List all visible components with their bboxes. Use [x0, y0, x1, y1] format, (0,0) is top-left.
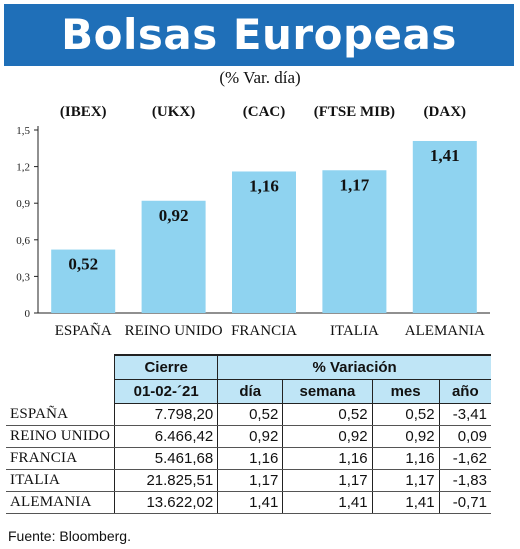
- header-mes: mes: [371, 379, 440, 404]
- row-dia: 0,52: [217, 403, 283, 426]
- table-row: FRANCIA 5.461,68 1,16 1,16 1,16 -1,62: [6, 447, 491, 470]
- row-mes: 0,52: [371, 403, 440, 426]
- bar: [412, 140, 477, 313]
- data-label: 1,41: [430, 146, 460, 165]
- data-label: 0,52: [68, 255, 98, 274]
- header-cierre: Cierre: [114, 354, 218, 380]
- header-blank-2: [6, 379, 115, 404]
- header-date: 01-02-´21: [114, 379, 218, 404]
- row-ano: 0,09: [438, 425, 491, 448]
- header-dia: día: [217, 379, 283, 404]
- row-semana: 0,52: [282, 403, 373, 426]
- header-semana: semana: [282, 379, 373, 404]
- index-label: (UKX): [152, 104, 195, 120]
- table-row: ALEMANIA 13.622,02 1,41 1,41 1,41 -0,71: [6, 491, 491, 514]
- y-tick-label: 0: [25, 308, 31, 320]
- data-label: 0,92: [159, 206, 189, 225]
- bar: [51, 249, 116, 313]
- bar: [322, 170, 387, 313]
- bar: [232, 171, 296, 313]
- row-cierre: 13.622,02: [114, 491, 218, 514]
- row-mes: 0,92: [371, 425, 440, 448]
- bar: [141, 200, 206, 313]
- y-tick-label: 0,6: [16, 235, 30, 247]
- source-note: Fuente: Bloomberg.: [8, 528, 131, 544]
- row-name: ITALIA: [6, 469, 115, 492]
- row-semana: 1,16: [282, 447, 373, 470]
- row-ano: -0,71: [438, 491, 491, 514]
- index-label: (DAX): [424, 104, 467, 120]
- row-ano: -1,62: [438, 447, 491, 470]
- row-name: FRANCIA: [6, 447, 115, 470]
- row-semana: 0,92: [282, 425, 373, 448]
- index-label: (CAC): [243, 104, 286, 120]
- category-label: ITALIA: [330, 323, 379, 339]
- market-table: Cierre % Variación 01-02-´21 día semana …: [6, 354, 491, 514]
- row-cierre: 6.466,42: [114, 425, 218, 448]
- title-banner: Bolsas Europeas: [4, 4, 514, 66]
- table-row: ESPAÑA 7.798,20 0,52 0,52 0,52 -3,41: [6, 403, 491, 426]
- row-cierre: 7.798,20: [114, 403, 218, 426]
- category-label: ALEMANIA: [405, 323, 485, 339]
- table-header-row-2: 01-02-´21 día semana mes año: [6, 379, 491, 404]
- table-body: ESPAÑA 7.798,20 0,52 0,52 0,52 -3,41 REINO UNI…: [6, 403, 491, 514]
- table-header-row-1: Cierre % Variación: [6, 354, 491, 380]
- row-semana: 1,17: [282, 469, 373, 492]
- y-tick-label: 1,2: [16, 162, 30, 174]
- row-mes: 1,41: [371, 491, 440, 514]
- data-label: 1,17: [340, 175, 370, 194]
- row-ano: -1,83: [438, 469, 491, 492]
- header-ano: año: [438, 379, 491, 404]
- row-mes: 1,17: [371, 469, 440, 492]
- header-variacion: % Variación: [217, 354, 491, 380]
- row-dia: 1,41: [217, 491, 283, 514]
- row-semana: 1,41: [282, 491, 373, 514]
- row-mes: 1,16: [371, 447, 440, 470]
- y-tick-label: 1,5: [16, 125, 30, 137]
- row-name: REINO UNIDO: [6, 425, 115, 448]
- row-dia: 1,16: [217, 447, 283, 470]
- table-row: REINO UNIDO 6.466,42 0,92 0,92 0,92 0,09: [6, 425, 491, 448]
- row-cierre: 21.825,51: [114, 469, 218, 492]
- header-blank: [6, 355, 115, 380]
- y-tick-label: 0,9: [16, 198, 30, 210]
- row-ano: -3,41: [438, 403, 491, 426]
- row-dia: 1,17: [217, 469, 283, 492]
- category-label: REINO UNIDO: [125, 323, 223, 339]
- row-name: ESPAÑA: [6, 403, 115, 426]
- y-tick-label: 0,3: [16, 271, 30, 283]
- data-label: 1,16: [249, 176, 279, 195]
- row-dia: 0,92: [217, 425, 283, 448]
- row-cierre: 5.461,68: [114, 447, 218, 470]
- category-label: ESPAÑA: [55, 323, 112, 339]
- category-label: FRANCIA: [231, 323, 297, 339]
- bar-chart: 0 0,3 0,6 0,9 1,2 1,5 0,52 (IBEX) ESPAÑA 0,92 (UKX…: [16, 104, 490, 339]
- index-label: (IBEX): [60, 104, 107, 120]
- page-title: Bolsas Europeas: [61, 10, 457, 59]
- chart-subtitle: (% Var. día): [219, 68, 301, 87]
- index-label: (FTSE MIB): [314, 104, 395, 120]
- table-row: ITALIA 21.825,51 1,17 1,17 1,17 -1,83: [6, 469, 491, 492]
- row-name: ALEMANIA: [6, 491, 115, 514]
